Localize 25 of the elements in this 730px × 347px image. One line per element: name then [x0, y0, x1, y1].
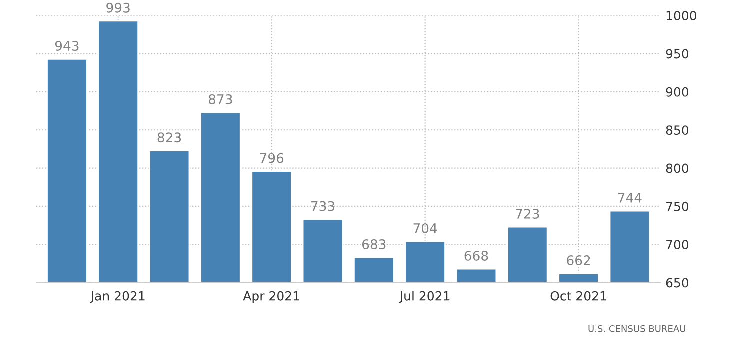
data-label: 668: [464, 250, 488, 261]
y-tick-label: 900: [666, 87, 689, 97]
data-label: 744: [618, 193, 642, 203]
data-label: 704: [414, 223, 438, 234]
data-label: 723: [516, 208, 540, 219]
y-tick-label: 700: [666, 240, 689, 250]
data-label: 796: [260, 153, 284, 164]
x-tick-label: Oct 2021: [550, 291, 606, 301]
x-tick-label: Apr 2021: [243, 291, 300, 304]
y-tick-label: 850: [666, 126, 689, 136]
data-label: 993: [106, 2, 130, 13]
y-tick-label: 750: [666, 202, 689, 212]
data-label: 662: [567, 256, 590, 266]
data-label: 733: [311, 201, 335, 212]
x-tick-label: Jul 2021: [399, 291, 450, 304]
text: U.S. CENSUS BUREAU: [588, 325, 686, 332]
x-tick-label: Jan 2021: [90, 291, 145, 304]
data-label: 683: [362, 240, 386, 250]
data-label: 823: [158, 132, 182, 143]
data-label: 943: [55, 41, 79, 52]
y-tick-label: 950: [666, 49, 689, 59]
y-tick-label: 650: [666, 278, 689, 288]
y-tick-label: 800: [666, 164, 689, 174]
data-label: 873: [208, 94, 232, 104]
y-tick-label: 1000: [666, 11, 696, 21]
